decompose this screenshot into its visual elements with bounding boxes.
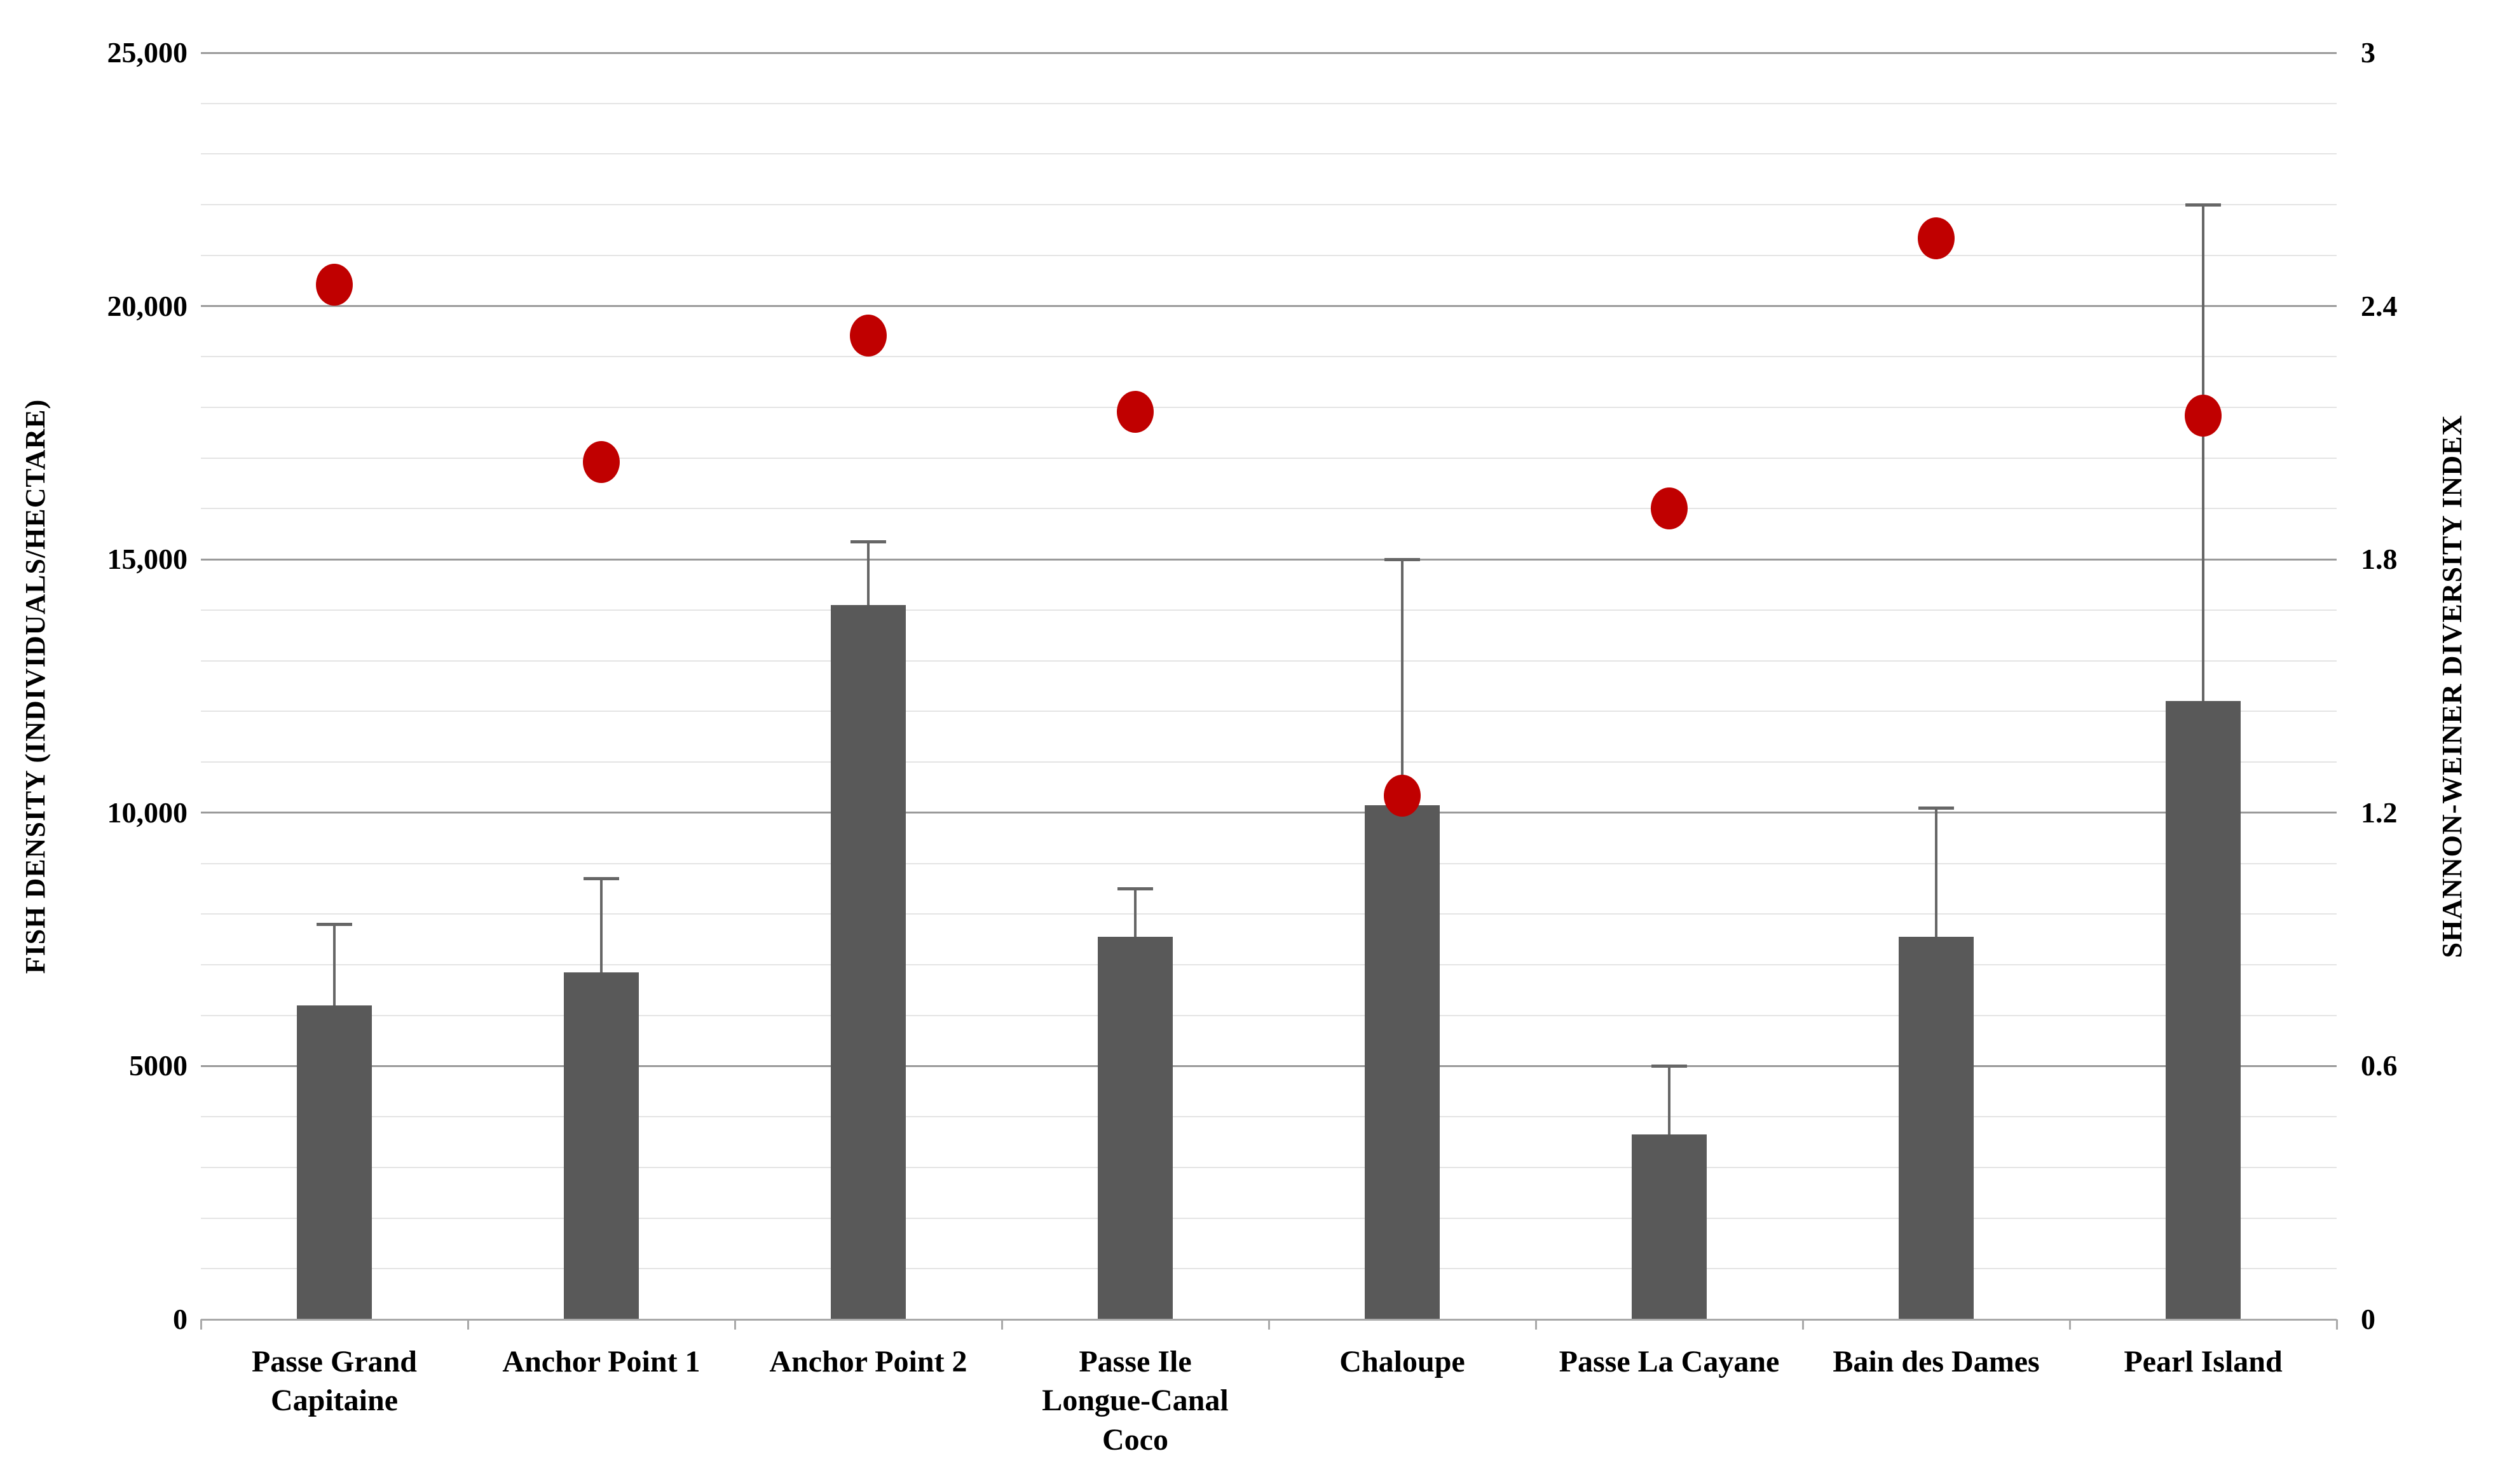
error-bar-chaloupe: [1401, 559, 1404, 805]
left-axis-tick-5000: 5000: [129, 1049, 188, 1082]
category-label-passe-la-cayane: Passe La Cayane: [1559, 1345, 1780, 1378]
minor-gridline-17000: [201, 457, 2337, 459]
left-axis-tick-0: 0: [173, 1303, 188, 1335]
error-bar-cap-passe-ile-longue-canal-coco: [1117, 887, 1153, 891]
bar-pearl-island: [2166, 701, 2241, 1319]
right-axis-tick-0-6: 0.6: [2361, 1049, 2398, 1082]
minor-gridline-11000: [201, 761, 2337, 763]
bar-bain-des-dames: [1899, 937, 1974, 1319]
error-bar-anchor-point-2: [867, 541, 870, 605]
left-axis-tick-15-000: 15,000: [107, 543, 188, 576]
minor-gridline-8000: [201, 913, 2337, 915]
diversity-point-passe-ile-longue-canal-coco: [1117, 390, 1154, 433]
major-gridline-15000: [201, 558, 2337, 561]
minor-gridline-1000: [201, 1268, 2337, 1270]
diversity-point-chaloupe: [1384, 775, 1421, 817]
category-label-pearl-island: Pearl Island: [2124, 1345, 2283, 1378]
error-bar-pearl-island: [2202, 205, 2204, 702]
error-bar-passe-ile-longue-canal-coco: [1134, 888, 1137, 937]
major-gridline-20000: [201, 305, 2337, 308]
error-bar-cap-pearl-island: [2185, 203, 2221, 207]
error-bar-cap-anchor-point-1: [584, 877, 619, 881]
x-axis-tick: [200, 1319, 202, 1330]
bar-anchor-point-1: [564, 972, 639, 1319]
minor-gridline-18000: [201, 407, 2337, 409]
error-bar-passe-grand-capitaine: [333, 924, 336, 1005]
major-gridline-5000: [201, 1065, 2337, 1067]
left-axis-title: FISH DENSITY (INDIVIDUALS/HECTARE): [20, 398, 51, 974]
category-label-bain-des-dames: Bain des Dames: [1833, 1345, 2040, 1378]
diversity-point-anchor-point-2: [850, 315, 887, 357]
minor-gridline-9000: [201, 862, 2337, 864]
minor-gridline-24000: [201, 102, 2337, 104]
minor-gridline-7000: [201, 963, 2337, 965]
error-bar-cap-bain-des-dames: [1918, 806, 1954, 810]
diversity-point-pearl-island: [2185, 395, 2222, 437]
category-label-anchor-point-1: Anchor Point 1: [502, 1345, 700, 1378]
right-axis-tick-2-4: 2.4: [2361, 289, 2398, 322]
minor-gridline-16000: [201, 508, 2337, 510]
left-axis-tick-10-000: 10,000: [107, 796, 188, 829]
bar-anchor-point-2: [831, 604, 906, 1319]
x-axis-tick: [2335, 1319, 2338, 1330]
minor-gridline-3000: [201, 1166, 2337, 1168]
bar-chaloupe: [1365, 805, 1440, 1319]
error-bar-cap-anchor-point-2: [850, 540, 886, 544]
right-axis-tick-3: 3: [2361, 36, 2375, 69]
category-label-chaloupe: Chaloupe: [1339, 1345, 1465, 1378]
error-bar-passe-la-cayane: [1668, 1066, 1670, 1134]
minor-gridline-21000: [201, 254, 2337, 256]
left-axis-tick-20-000: 20,000: [107, 289, 188, 322]
x-axis-tick: [734, 1319, 736, 1330]
right-axis-tick-0: 0: [2361, 1303, 2375, 1335]
x-axis-tick: [1801, 1319, 1804, 1330]
diversity-point-bain-des-dames: [1918, 217, 1955, 260]
left-axis-tick-25-000: 25,000: [107, 36, 188, 69]
x-axis-tick: [467, 1319, 469, 1330]
minor-gridline-12000: [201, 711, 2337, 712]
major-gridline-10000: [201, 812, 2337, 814]
major-gridline-25000: [201, 51, 2337, 54]
bar-passe-la-cayane: [1632, 1134, 1707, 1319]
right-axis-tick-1-2: 1.2: [2361, 796, 2398, 829]
minor-gridline-14000: [201, 609, 2337, 611]
right-axis-tick-1-8: 1.8: [2361, 543, 2398, 576]
minor-gridline-2000: [201, 1217, 2337, 1219]
error-bar-bain-des-dames: [1935, 807, 1937, 937]
diversity-point-passe-la-cayane: [1651, 487, 1688, 530]
x-axis-tick: [1534, 1319, 1537, 1330]
x-axis-tick: [1267, 1319, 1270, 1330]
minor-gridline-19000: [201, 356, 2337, 358]
error-bar-cap-passe-grand-capitaine: [317, 923, 352, 927]
category-label-passe-ile-longue-canal-coco: Passe Ile Longue-Canal Coco: [1042, 1345, 1229, 1457]
error-bar-cap-passe-la-cayane: [1651, 1065, 1687, 1068]
minor-gridline-13000: [201, 660, 2337, 662]
x-axis-tick: [2068, 1319, 2071, 1330]
minor-gridline-23000: [201, 153, 2337, 155]
bar-passe-grand-capitaine: [297, 1005, 372, 1319]
minor-gridline-6000: [201, 1014, 2337, 1016]
minor-gridline-22000: [201, 204, 2337, 206]
diversity-point-passe-grand-capitaine: [316, 264, 353, 306]
right-axis-title: SHANNON-WEINER DIVERSITY INDEX: [2436, 414, 2468, 958]
diversity-point-anchor-point-1: [583, 441, 620, 484]
bar-passe-ile-longue-canal-coco: [1098, 937, 1173, 1319]
x-axis-tick: [1001, 1319, 1003, 1330]
category-label-passe-grand-capitaine: Passe Grand Capitaine: [251, 1345, 417, 1418]
error-bar-anchor-point-1: [600, 878, 603, 972]
category-label-anchor-point-2: Anchor Point 2: [769, 1345, 967, 1378]
minor-gridline-4000: [201, 1116, 2337, 1118]
error-bar-cap-chaloupe: [1384, 558, 1420, 562]
